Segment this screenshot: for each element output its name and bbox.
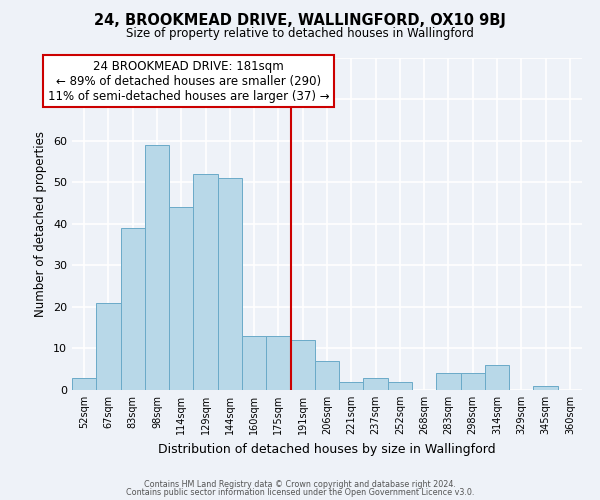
Bar	[242, 336, 266, 390]
Bar	[461, 374, 485, 390]
Bar	[315, 361, 339, 390]
Bar	[72, 378, 96, 390]
Text: Contains HM Land Registry data © Crown copyright and database right 2024.: Contains HM Land Registry data © Crown c…	[144, 480, 456, 489]
Bar	[339, 382, 364, 390]
Text: Contains public sector information licensed under the Open Government Licence v3: Contains public sector information licen…	[126, 488, 474, 497]
Bar	[145, 145, 169, 390]
Bar	[364, 378, 388, 390]
Bar	[121, 228, 145, 390]
Bar	[485, 365, 509, 390]
Text: 24 BROOKMEAD DRIVE: 181sqm
← 89% of detached houses are smaller (290)
11% of sem: 24 BROOKMEAD DRIVE: 181sqm ← 89% of deta…	[48, 60, 329, 102]
Text: 24, BROOKMEAD DRIVE, WALLINGFORD, OX10 9BJ: 24, BROOKMEAD DRIVE, WALLINGFORD, OX10 9…	[94, 12, 506, 28]
Bar	[218, 178, 242, 390]
X-axis label: Distribution of detached houses by size in Wallingford: Distribution of detached houses by size …	[158, 442, 496, 456]
Bar	[169, 207, 193, 390]
Y-axis label: Number of detached properties: Number of detached properties	[34, 130, 47, 317]
Bar	[266, 336, 290, 390]
Bar	[436, 374, 461, 390]
Bar	[533, 386, 558, 390]
Bar	[96, 302, 121, 390]
Text: Size of property relative to detached houses in Wallingford: Size of property relative to detached ho…	[126, 28, 474, 40]
Bar	[290, 340, 315, 390]
Bar	[388, 382, 412, 390]
Bar	[193, 174, 218, 390]
